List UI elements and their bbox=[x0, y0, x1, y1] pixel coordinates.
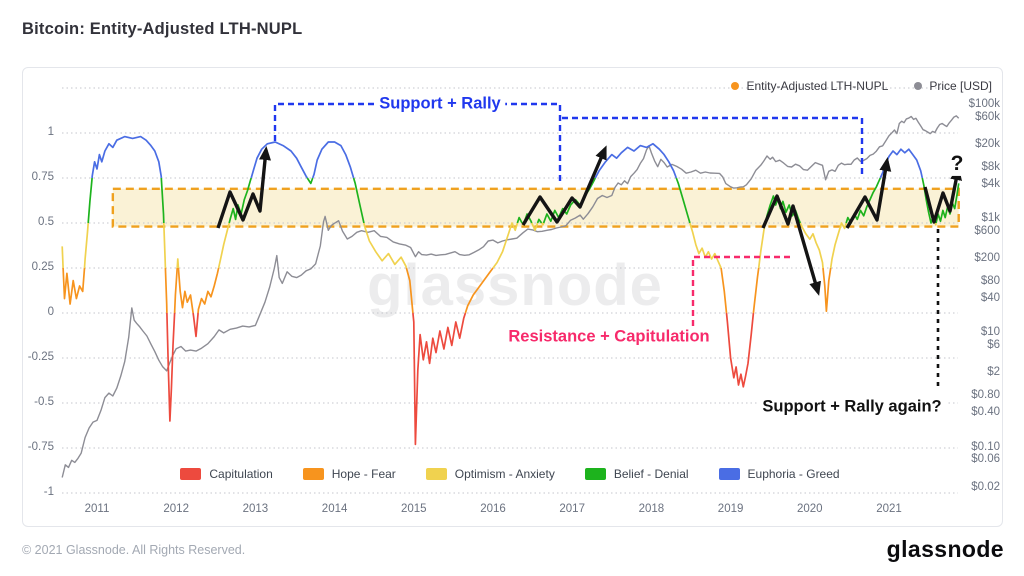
glassnode-watermark: glassnode bbox=[367, 253, 663, 319]
glassnode-logo: glassnode bbox=[886, 536, 1004, 562]
page-title: Bitcoin: Entity-Adjusted LTH-NUPL bbox=[22, 20, 303, 38]
copyright-text: © 2021 Glassnode. All Rights Reserved. bbox=[22, 543, 246, 557]
